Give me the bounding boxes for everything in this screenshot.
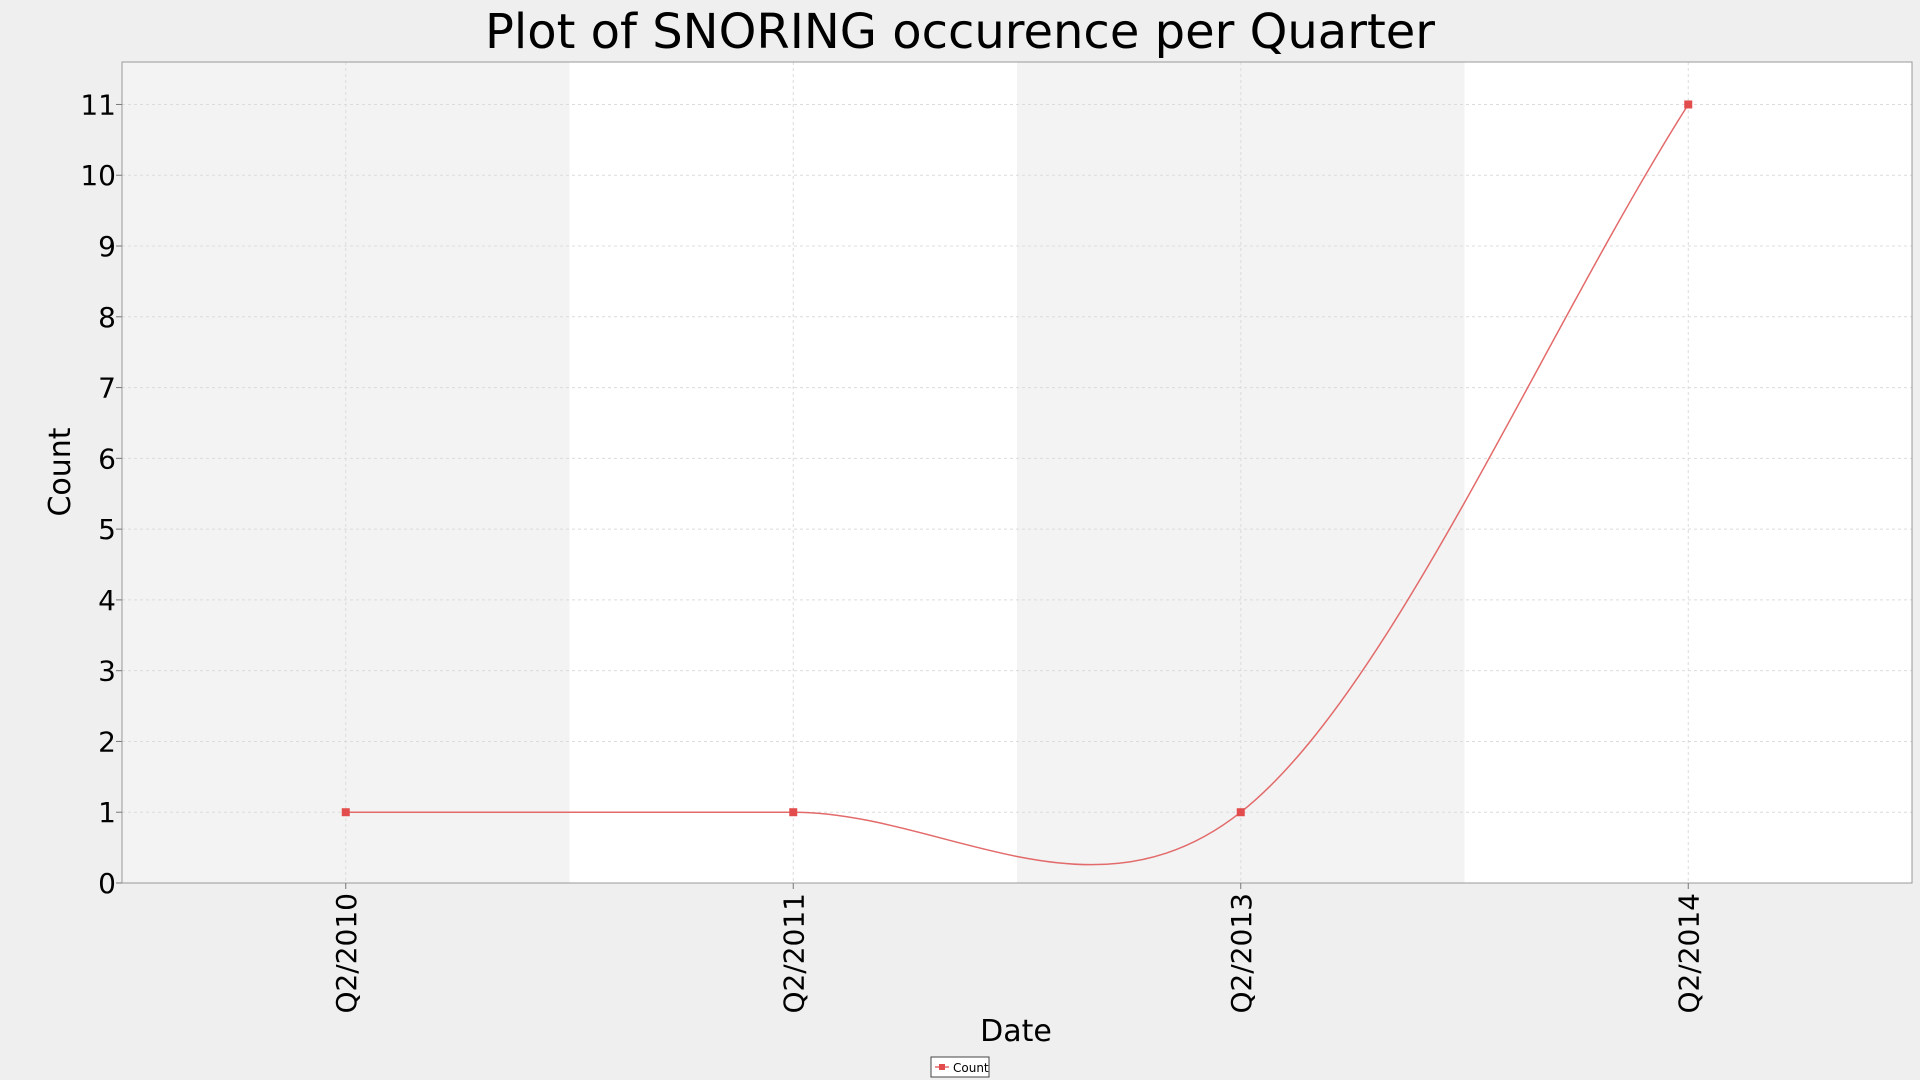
series-line [345,104,1689,866]
data-point [341,808,350,817]
y-tick-label: 2 [98,725,116,758]
data-point [1236,808,1245,817]
chart-title: Plot of SNORING occurence per Quarter [485,4,1435,60]
legend: Count [930,1056,990,1078]
y-tick-label: 4 [98,584,116,617]
data-point [789,808,798,817]
x-tick-label: Q2/2011 [777,893,810,1014]
series-layer [341,100,1693,866]
plot-bands [122,62,1912,883]
plot-area-border [121,61,1913,884]
grid-lines [122,62,1912,884]
y-tick-label: 0 [98,867,116,900]
y-tick-label: 1 [98,796,116,829]
legend-marker [939,1064,945,1070]
data-point [1684,100,1693,109]
y-tick-label: 3 [98,655,116,688]
y-tick-label: 11 [80,88,116,121]
y-axis-ticks: 0 1 2 3 4 5 6 7 8 9 10 11 [80,88,122,900]
legend-label: Count [953,1061,989,1075]
y-tick-label: 6 [98,442,116,475]
y-tick-label: 7 [98,372,116,405]
y-tick-label: 10 [80,159,116,192]
y-tick-label: 9 [98,230,116,263]
x-tick-label: Q2/2014 [1672,893,1705,1014]
x-axis-label: Date [980,1014,1052,1049]
y-tick-label: 8 [98,301,116,334]
x-tick-label: Q2/2010 [330,893,363,1014]
y-tick-label: 5 [98,513,116,546]
legend-box [930,1056,990,1078]
x-axis-ticks: Q2/2010 Q2/2011 Q2/2013 Q2/2014 [330,883,1705,1014]
x-tick-label: Q2/2013 [1225,893,1258,1014]
y-axis-label: Count [43,427,78,516]
